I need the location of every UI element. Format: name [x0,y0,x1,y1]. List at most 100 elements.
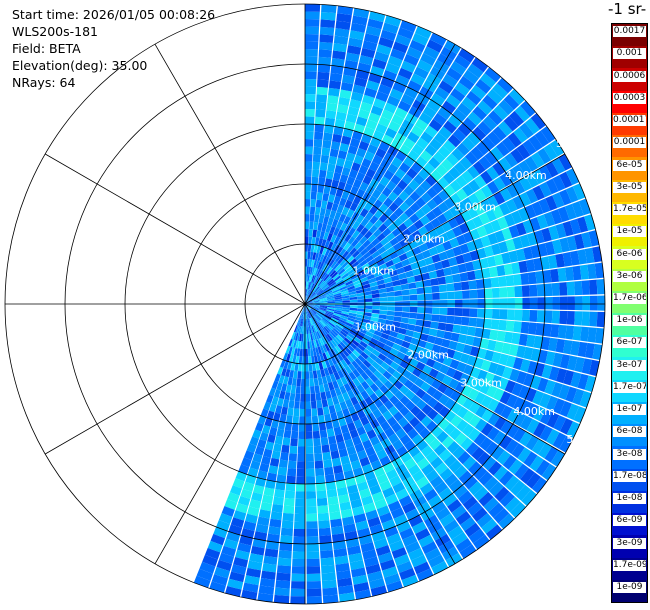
beta-gate [281,406,288,415]
beta-gate [506,309,515,321]
beta-gate [446,283,455,292]
beta-gate [418,242,429,253]
beta-gate [578,198,591,216]
beta-gate [399,406,410,417]
beta-gate [497,216,509,230]
beta-gate [454,381,466,394]
beta-gate [412,470,425,483]
beta-gate [282,352,289,361]
beta-gate [425,450,439,464]
beta-gate [313,438,321,447]
beta-gate [296,317,301,326]
beta-gate [540,336,551,351]
beta-gate [388,202,399,213]
beta-gate [318,294,327,299]
beta-gate [505,198,518,213]
beta-gate [420,180,432,192]
beta-gate [498,157,512,172]
beta-gate [398,67,413,80]
beta-gate [449,205,461,218]
beta-gate [441,338,451,349]
beta-gate [516,143,531,160]
beta-gate [424,125,438,138]
beta-gate [499,172,513,187]
beta-gate [336,322,344,329]
beta-gate [298,423,306,432]
beta-gate [335,479,347,489]
beta-gate [393,316,402,323]
beta-gate [555,338,566,353]
beta-gate [502,366,513,380]
beta-gate [443,209,454,221]
beta-gate [317,505,329,514]
colorbar-tick-label: 6e-08 [613,426,646,438]
beta-gate [398,374,408,385]
range-label: 5.00km [556,137,598,150]
beta-gate [572,265,582,281]
field-label: Field: BETA [12,41,81,56]
beta-gate [345,152,356,162]
beta-gate [368,246,378,255]
beta-gate [348,271,357,278]
beta-gate [305,318,308,327]
beta-gate [436,213,448,225]
beta-gate [388,120,401,133]
beta-gate [394,311,403,317]
beta-gate [311,308,318,313]
beta-gate [367,234,377,243]
beta-gate [242,481,255,492]
beta-gate [341,260,349,269]
beta-gate [557,267,567,282]
beta-gate [511,382,523,397]
beta-gate [326,233,333,242]
beta-gate [373,330,383,337]
beta-gate [448,459,463,473]
colorbar-tick-label: 1.7e-08 [613,470,646,482]
beta-gate [502,454,517,470]
beta-gate [455,342,465,353]
beta-gate [199,561,216,574]
beta-gate [454,82,470,97]
beta-gate [420,381,431,393]
beta-gate [499,287,508,298]
beta-gate [328,156,338,165]
beta-gate [305,423,313,432]
beta-gate [330,412,338,421]
beta-gate [413,495,428,508]
beta-gate [447,134,462,148]
beta-gate [408,106,422,119]
beta-gate [204,547,221,560]
beta-gate [332,50,346,60]
beta-gate [333,195,342,205]
beta-gate [324,413,332,423]
beta-gate [519,122,534,139]
beta-gate [501,252,511,265]
beta-gate [481,408,494,422]
beta-gate [319,535,332,544]
beta-gate [432,401,445,413]
beta-gate [337,104,349,114]
beta-gate [347,192,356,203]
beta-gate [357,244,366,253]
beta-gate [495,141,510,157]
beta-gate [472,105,488,121]
beta-gate [360,416,370,426]
beta-gate [487,339,497,351]
beta-gate [530,348,541,362]
beta-gate [403,53,420,67]
beta-gate [213,526,228,539]
beta-gate [468,528,485,544]
beta-gate [402,476,416,489]
beta-gate [312,299,320,303]
beta-gate [551,310,560,324]
beta-gate [349,305,358,309]
beta-gate [499,391,512,405]
beta-gate [317,312,324,318]
beta-gate [364,308,373,313]
beta-gate [462,252,473,263]
beta-gate [317,290,324,296]
beta-gate [322,344,328,353]
beta-gate [320,263,327,271]
beta-gate [343,469,355,480]
beta-gate [505,355,516,368]
